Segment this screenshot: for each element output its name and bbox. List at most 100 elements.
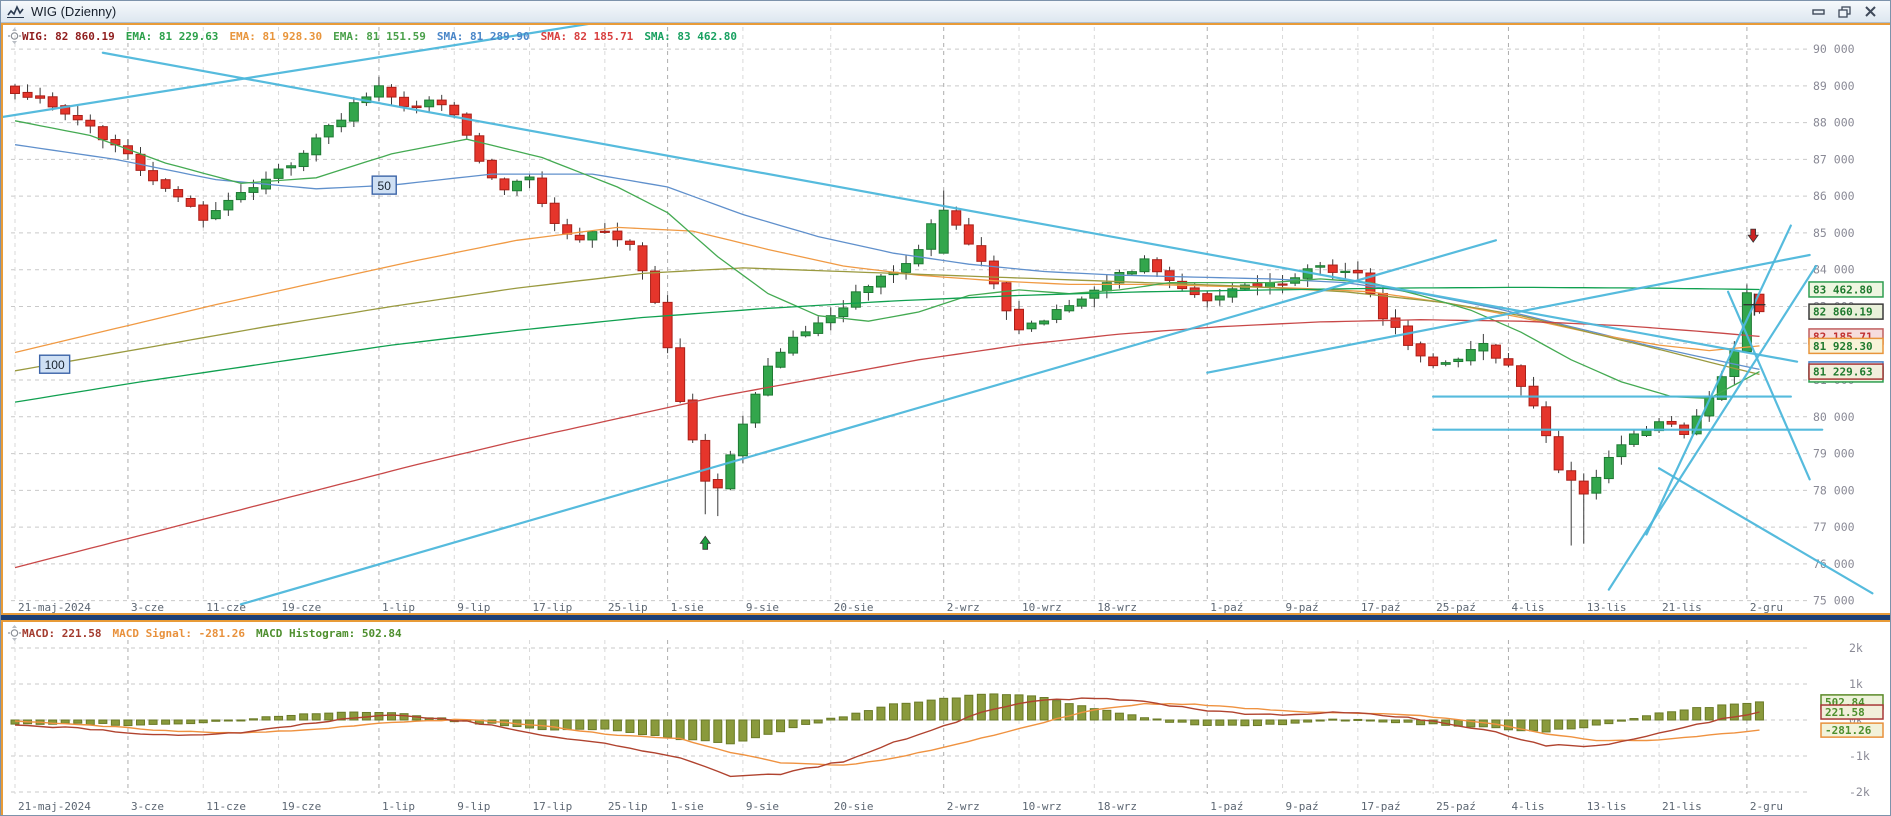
legend-item: SMA: 83 462.80 bbox=[644, 29, 738, 43]
trendline-bottom-descending[interactable] bbox=[1657, 467, 1874, 595]
histogram-bar bbox=[123, 719, 133, 727]
candle-body bbox=[1327, 264, 1338, 273]
histogram-bar bbox=[600, 719, 610, 730]
histogram-bar bbox=[713, 719, 723, 743]
candle-body bbox=[1340, 270, 1351, 273]
histogram-bar bbox=[688, 719, 698, 741]
candle-body bbox=[424, 99, 435, 108]
candle-body bbox=[976, 245, 987, 262]
histogram-bar bbox=[60, 719, 70, 724]
trendline-channel-ascending[interactable] bbox=[239, 239, 1498, 606]
trendlines[interactable] bbox=[3, 25, 1874, 606]
histogram-bar bbox=[976, 693, 986, 721]
price-label-rect[interactable] bbox=[1808, 363, 1884, 380]
restore-button[interactable] bbox=[1836, 5, 1852, 19]
macd-panel: MACD: 221.58 MACD Signal: -281.26 MACD His… bbox=[1, 620, 1890, 815]
candle-body bbox=[1026, 322, 1037, 330]
ma-tag-label: 50 bbox=[378, 179, 392, 193]
histogram-bar bbox=[1202, 719, 1212, 726]
date-label: 17-paź bbox=[1361, 601, 1401, 613]
price-label-box[interactable]: 81 229.63 bbox=[1808, 363, 1884, 380]
trendline-wedge-up-steep[interactable] bbox=[1645, 224, 1792, 536]
histogram-bar bbox=[336, 711, 346, 721]
ma-period-tag[interactable]: 100 bbox=[38, 354, 71, 374]
candle-body bbox=[775, 351, 786, 368]
ma-line bbox=[14, 120, 1760, 400]
date-label: 17-paź bbox=[1361, 800, 1401, 813]
date-label: 2-gru bbox=[1750, 601, 1783, 613]
candle-body bbox=[850, 291, 861, 308]
price-label-box[interactable]: 82 860.19 bbox=[1808, 303, 1884, 320]
candle-body bbox=[223, 199, 234, 211]
macd-y-label: -2k bbox=[1849, 785, 1870, 799]
pan-handle-icon[interactable] bbox=[7, 27, 22, 45]
macd-value-rect[interactable] bbox=[1820, 722, 1884, 738]
ma-line bbox=[14, 144, 1760, 371]
histogram-bar bbox=[901, 702, 911, 721]
legend-item: SMA: 81 289.90 bbox=[436, 29, 530, 43]
histogram-bar bbox=[1503, 719, 1513, 731]
candle-body bbox=[938, 209, 949, 254]
candle-body bbox=[461, 113, 472, 136]
close-button[interactable] bbox=[1862, 5, 1878, 19]
price-label-rect[interactable] bbox=[1808, 337, 1884, 355]
histogram-bar bbox=[1554, 719, 1564, 730]
macd-value-box[interactable]: 221.58 bbox=[1820, 704, 1884, 720]
trendline-wedge-up-lower[interactable] bbox=[1607, 264, 1818, 591]
histogram-bar bbox=[663, 719, 673, 738]
candle-body bbox=[1202, 293, 1213, 302]
price-label-box[interactable]: 83 462.80 bbox=[1808, 281, 1884, 298]
pan-handle-icon[interactable] bbox=[7, 624, 22, 642]
candle-body bbox=[1051, 309, 1062, 320]
histogram-bar bbox=[1227, 719, 1237, 726]
ma-tag-box[interactable] bbox=[371, 175, 397, 195]
histogram-bar bbox=[1403, 719, 1413, 723]
histogram-bar bbox=[1541, 719, 1551, 733]
histogram-bar bbox=[1127, 714, 1137, 721]
price-label-rect[interactable] bbox=[1808, 281, 1884, 298]
macd-value-box[interactable]: -281.26 bbox=[1820, 722, 1884, 738]
trendline-right-ascending[interactable] bbox=[1206, 253, 1811, 374]
histogram-bar bbox=[612, 719, 622, 732]
ma-period-tag[interactable]: 50 bbox=[371, 175, 397, 195]
histogram-bar bbox=[750, 719, 760, 739]
price-chart-canvas[interactable]: 90 000 89 000 88 000 87 000 86 000 85 000 84 0… bbox=[3, 25, 1890, 613]
candle-body bbox=[875, 275, 886, 288]
candle-body bbox=[838, 307, 849, 318]
candle-body bbox=[336, 119, 347, 128]
candle-body bbox=[1516, 365, 1526, 387]
candle-body bbox=[750, 393, 761, 424]
candle-body bbox=[1352, 269, 1363, 274]
candle-body bbox=[1754, 293, 1765, 313]
histogram-bar bbox=[186, 719, 196, 725]
histogram-bar bbox=[324, 712, 334, 721]
histogram-bar bbox=[926, 699, 936, 721]
macd-value-rect[interactable] bbox=[1820, 704, 1884, 720]
price-label-box[interactable]: 81 928.30 bbox=[1808, 337, 1884, 355]
ma-tag-box[interactable] bbox=[38, 354, 71, 374]
date-label: 21-maj-2024 bbox=[18, 800, 91, 813]
date-label: 18-wrz bbox=[1097, 601, 1137, 613]
histogram-bar bbox=[914, 701, 924, 721]
trendline-top-ascending[interactable] bbox=[3, 25, 592, 119]
histogram-bar bbox=[1353, 718, 1363, 721]
histogram-bar bbox=[10, 719, 20, 725]
candle-body bbox=[1265, 282, 1275, 288]
minimize-button[interactable] bbox=[1810, 5, 1826, 19]
macd-line bbox=[14, 697, 1760, 778]
histogram-bar bbox=[1303, 719, 1313, 723]
legend-item: MACD: 221.58 bbox=[22, 626, 102, 640]
main-grid: 90 000 89 000 88 000 87 000 86 000 85 000 84 0… bbox=[11, 27, 1855, 613]
candle-body bbox=[1478, 342, 1489, 352]
price-label-rect[interactable] bbox=[1808, 303, 1884, 320]
trendline-long-descending[interactable] bbox=[101, 51, 1799, 363]
y-axis-label: 88 000 bbox=[1813, 116, 1855, 130]
candle-body bbox=[1064, 305, 1075, 312]
histogram-bar bbox=[1579, 719, 1589, 729]
trendline-apex-descending[interactable] bbox=[1726, 290, 1811, 481]
histogram-bar bbox=[939, 697, 949, 721]
ma-line bbox=[14, 286, 1760, 403]
panel-splitter[interactable] bbox=[1, 615, 1890, 620]
